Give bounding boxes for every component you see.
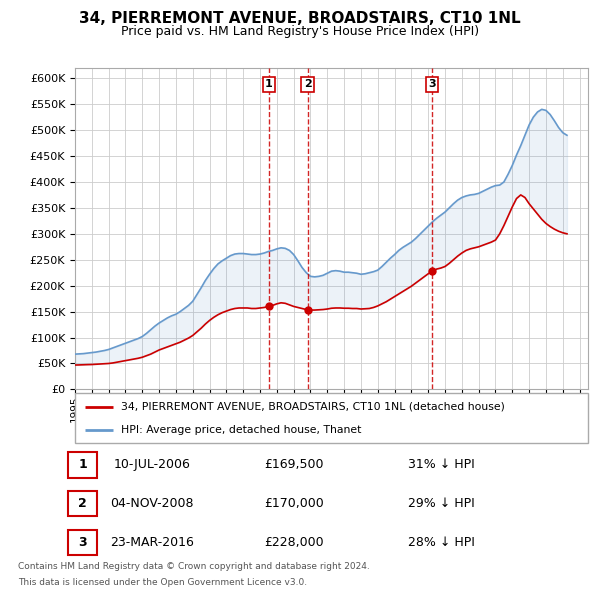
Text: 04-NOV-2008: 04-NOV-2008 [110,497,194,510]
Text: 23-MAR-2016: 23-MAR-2016 [110,536,194,549]
Text: 2: 2 [304,79,311,89]
Text: 10-JUL-2006: 10-JUL-2006 [114,458,191,471]
Bar [68,529,97,555]
Text: Price paid vs. HM Land Registry's House Price Index (HPI): Price paid vs. HM Land Registry's House … [121,25,479,38]
Text: 3: 3 [79,536,87,549]
Text: 34, PIERREMONT AVENUE, BROADSTAIRS, CT10 1NL: 34, PIERREMONT AVENUE, BROADSTAIRS, CT10… [79,11,521,25]
Text: This data is licensed under the Open Government Licence v3.0.: This data is licensed under the Open Gov… [18,578,307,587]
FancyBboxPatch shape [75,394,588,442]
Bar [68,491,97,516]
Text: 31% ↓ HPI: 31% ↓ HPI [407,458,475,471]
Text: 29% ↓ HPI: 29% ↓ HPI [407,497,475,510]
Bar [68,452,97,478]
Text: £169,500: £169,500 [264,458,324,471]
Text: 28% ↓ HPI: 28% ↓ HPI [407,536,475,549]
Text: 1: 1 [265,79,273,89]
Text: 2: 2 [79,497,87,510]
Text: 1: 1 [79,458,87,471]
Text: 34, PIERREMONT AVENUE, BROADSTAIRS, CT10 1NL (detached house): 34, PIERREMONT AVENUE, BROADSTAIRS, CT10… [121,402,505,412]
Text: HPI: Average price, detached house, Thanet: HPI: Average price, detached house, Than… [121,425,362,435]
Text: £170,000: £170,000 [264,497,324,510]
Text: 3: 3 [428,79,436,89]
Text: £228,000: £228,000 [264,536,324,549]
Text: Contains HM Land Registry data © Crown copyright and database right 2024.: Contains HM Land Registry data © Crown c… [18,562,370,571]
